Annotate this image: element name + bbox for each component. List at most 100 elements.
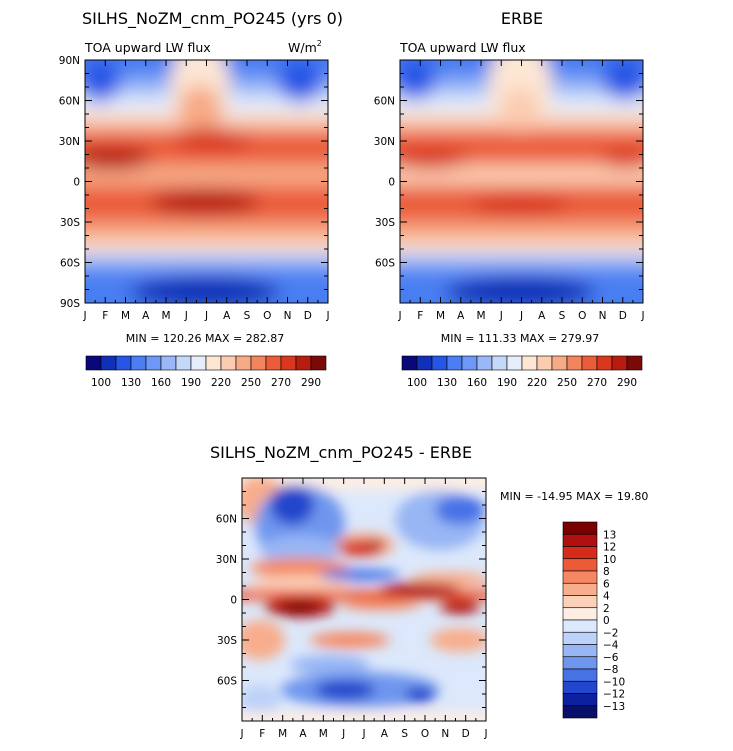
y-tick-label: 90S <box>60 298 80 310</box>
colorbar-label: 4 <box>603 591 610 603</box>
x-tick-label: M <box>161 310 170 322</box>
colorbar-swatch <box>250 355 267 371</box>
colorbar-swatch <box>100 355 117 371</box>
colorbar-swatch <box>562 558 598 572</box>
colorbar-label: 2 <box>603 603 610 615</box>
colorbar-label: 190 <box>181 377 201 389</box>
x-tick-label: J <box>397 310 401 322</box>
x-tick-label: A <box>457 310 465 322</box>
colorbar-swatch <box>562 631 598 645</box>
colorbar-label: −13 <box>603 701 625 713</box>
colorbar-swatch <box>491 355 508 371</box>
y-tick-label: 0 <box>73 177 80 189</box>
x-tick-label: D <box>462 728 470 740</box>
x-tick-label: A <box>299 728 307 740</box>
colorbar-swatch <box>562 582 598 596</box>
colorbar-swatch <box>562 680 598 694</box>
x-tick-label: M <box>121 310 130 322</box>
panel-model-units: W/m2 <box>288 39 322 55</box>
colorbar-swatch <box>431 355 448 371</box>
panel-model-title: SILHS_NoZM_cnm_PO245 (yrs 0) <box>82 9 343 29</box>
colorbar-swatch <box>562 705 598 719</box>
y-tick-label: 30N <box>216 554 237 566</box>
panel-erbe-stats: MIN = 111.33 MAX = 279.97 <box>441 332 599 345</box>
x-tick-label: J <box>640 310 644 322</box>
x-tick-label: N <box>599 310 607 322</box>
colorbar-swatch <box>115 355 132 371</box>
colorbar-label: 250 <box>557 377 577 389</box>
colorbar-swatch <box>476 355 493 371</box>
colorbar-swatch <box>562 595 598 609</box>
colorbar-swatch <box>536 355 553 371</box>
x-tick-label: O <box>578 310 586 322</box>
colorbar-swatch <box>235 355 252 371</box>
y-tick-label: 0 <box>230 595 237 607</box>
x-tick-label: S <box>244 310 251 322</box>
panel-erbe: ERBE TOA upward LW flux <box>374 9 645 389</box>
y-tick-label: 60N <box>216 514 237 526</box>
colorbar-swatch <box>562 533 598 547</box>
colorbar-swatch <box>220 355 237 371</box>
colorbar-swatch <box>611 355 628 371</box>
y-tick-label: 60S <box>217 676 237 688</box>
y-tick-label: 30N <box>59 136 80 148</box>
x-tick-label: A <box>381 728 389 740</box>
colorbar-swatch <box>85 355 102 371</box>
panel-model-field <box>85 60 328 303</box>
x-tick-label: F <box>417 310 423 322</box>
colorbar-swatch <box>175 355 192 371</box>
colorbar-label: 220 <box>527 377 547 389</box>
colorbar-label: 8 <box>603 566 610 578</box>
colorbar-label: 0 <box>603 615 610 627</box>
colorbar-label: 10 <box>603 554 616 566</box>
colorbar-label: 12 <box>603 542 616 554</box>
x-tick-label: J <box>341 728 345 740</box>
x-tick-label: N <box>284 310 292 322</box>
panel-erbe-subtitle: TOA upward LW flux <box>399 40 526 55</box>
x-tick-label: D <box>619 310 627 322</box>
units-superscript: 2 <box>317 39 322 48</box>
colorbar-label: 130 <box>437 377 457 389</box>
x-tick-label: J <box>361 728 365 740</box>
colorbar-label: −4 <box>603 640 619 652</box>
panel-erbe-title: ERBE <box>501 9 543 28</box>
colorbar-swatch <box>626 355 643 371</box>
panel-model-subtitle: TOA upward LW flux <box>84 40 211 55</box>
colorbar-label: 13 <box>603 529 616 541</box>
x-tick-label: J <box>82 310 86 322</box>
colorbar-swatch <box>566 355 583 371</box>
y-tick-label: 60N <box>374 96 395 108</box>
colorbar-swatch <box>562 644 598 658</box>
colorbar-swatch <box>551 355 568 371</box>
colorbar-swatch <box>280 355 297 371</box>
colorbar-swatch <box>130 355 147 371</box>
colorbar-swatch <box>562 693 598 707</box>
panel-model: SILHS_NoZM_cnm_PO245 (yrs 0) TOA upward … <box>59 9 343 389</box>
colorbar-label: 100 <box>91 377 111 389</box>
colorbar-label: 6 <box>603 578 610 590</box>
x-tick-label: F <box>102 310 108 322</box>
colorbar-swatch <box>596 355 613 371</box>
colorbar-label: 220 <box>211 377 231 389</box>
colorbar-label: 290 <box>301 377 321 389</box>
colorbar-label: −12 <box>603 689 625 701</box>
colorbar-swatch <box>416 355 433 371</box>
x-tick-label: O <box>263 310 271 322</box>
colorbar-swatch <box>160 355 177 371</box>
y-tick-label: 60N <box>59 96 80 108</box>
x-tick-label: A <box>142 310 150 322</box>
x-tick-label: J <box>204 310 208 322</box>
y-tick-label: 30S <box>60 217 80 229</box>
colorbar-label: −10 <box>603 676 625 688</box>
x-tick-label: J <box>325 310 329 322</box>
x-tick-label: S <box>401 728 408 740</box>
x-tick-label: A <box>538 310 546 322</box>
x-tick-label: J <box>184 310 188 322</box>
y-tick-label: 0 <box>388 177 395 189</box>
x-tick-label: N <box>441 728 449 740</box>
colorbar-label: −2 <box>603 627 618 639</box>
colorbar-swatch <box>521 355 538 371</box>
colorbar-swatch <box>265 355 282 371</box>
